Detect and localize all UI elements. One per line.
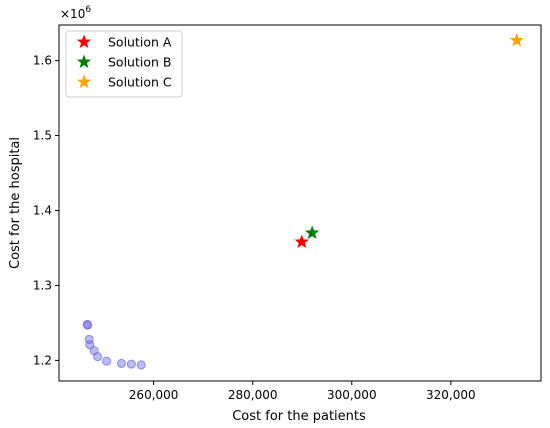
x-tick-label: 320,000 [426, 388, 476, 402]
y-tick-label: 1.6 [33, 54, 52, 68]
pareto-point [136, 360, 146, 370]
solution-star-marker [305, 225, 320, 240]
pareto-point [126, 359, 136, 369]
legend-label: Solution C [108, 75, 172, 90]
y-tick-label: 1.5 [33, 129, 52, 143]
y-tick-label: 1.3 [33, 278, 52, 292]
pareto-point [102, 356, 112, 366]
legend-star-icon [76, 54, 92, 69]
y-tick-label: 1.2 [33, 353, 52, 367]
x-tick-label: 280,000 [228, 388, 278, 402]
solution-markers [294, 32, 524, 249]
legend: Solution A Solution B Solution C [65, 30, 183, 98]
solution-star-marker [509, 32, 524, 47]
x-tick-label: 260,000 [129, 388, 179, 402]
solution-star-marker [294, 234, 309, 249]
y-axis-label: Cost for the hospital [8, 137, 23, 269]
x-tick-label: 300,000 [327, 388, 377, 402]
legend-star-icon [76, 34, 92, 49]
pareto-point [85, 340, 95, 350]
legend-box [65, 30, 183, 98]
legend-label: Solution A [108, 35, 172, 50]
pareto-front-points [82, 319, 146, 370]
legend-label: Solution B [108, 55, 171, 70]
x-axis-label: Cost for the patients [232, 409, 366, 424]
legend-star-icon [76, 74, 92, 89]
y-axis-ticks: 1.2 1.3 1.4 1.5 1.6 [33, 54, 59, 367]
pareto-point [83, 320, 93, 330]
x-axis-ticks: 260,000 280,000 300,000 320,000 [129, 381, 476, 402]
pareto-point [93, 352, 103, 362]
y-tick-label: 1.4 [33, 203, 52, 217]
y-axis-multiplier: ×106 [60, 5, 91, 21]
pareto-point [116, 358, 126, 368]
